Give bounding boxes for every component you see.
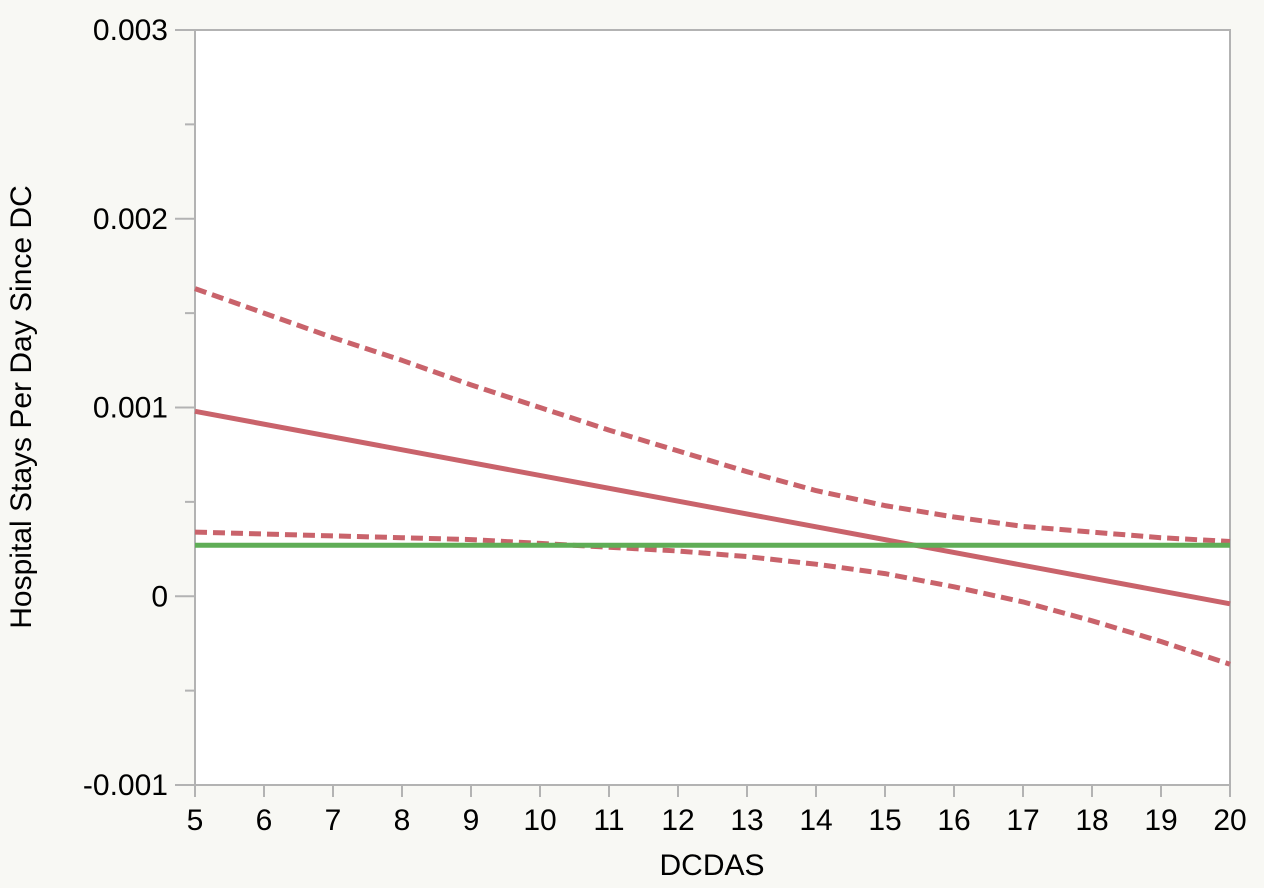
x-tick-label: 18 xyxy=(1075,804,1108,837)
x-tick-label: 14 xyxy=(799,804,832,837)
x-tick-label: 10 xyxy=(523,804,556,837)
x-tick-label: 9 xyxy=(463,804,480,837)
x-tick-label: 7 xyxy=(325,804,342,837)
x-tick-label: 6 xyxy=(256,804,273,837)
x-tick-label: 11 xyxy=(593,804,624,837)
x-tick-label: 15 xyxy=(868,804,901,837)
y-tick-label: 0.001 xyxy=(93,392,168,425)
fit-line xyxy=(194,408,1231,607)
x-tick-label: 13 xyxy=(730,804,763,837)
x-tick-label: 17 xyxy=(1006,804,1039,837)
upper-confidence-line xyxy=(194,286,1231,544)
x-tick-label: 8 xyxy=(394,804,411,837)
y-tick-label: 0.003 xyxy=(93,14,168,47)
x-tick-label: 16 xyxy=(937,804,970,837)
x-axis-title: DCDAS xyxy=(659,849,764,882)
series-layer xyxy=(194,286,1231,667)
x-tick-label: 5 xyxy=(187,804,204,837)
y-axis-title: Hospital Stays Per Day Since DC xyxy=(5,185,38,629)
x-tick-label: 20 xyxy=(1213,804,1246,837)
axis-layer: -0.001 0 0.001 0.002 0.003 5 6 7 8 9 10 11 12 13 14 15 1… xyxy=(83,14,1247,837)
y-tick-label: 0.002 xyxy=(93,203,168,236)
y-tick-label: 0 xyxy=(151,580,168,613)
plot-frame xyxy=(194,29,1231,786)
lower-confidence-line xyxy=(194,529,1231,667)
y-tick-label: -0.001 xyxy=(83,769,168,802)
x-tick-label: 19 xyxy=(1144,804,1177,837)
x-tick-label: 12 xyxy=(661,804,694,837)
